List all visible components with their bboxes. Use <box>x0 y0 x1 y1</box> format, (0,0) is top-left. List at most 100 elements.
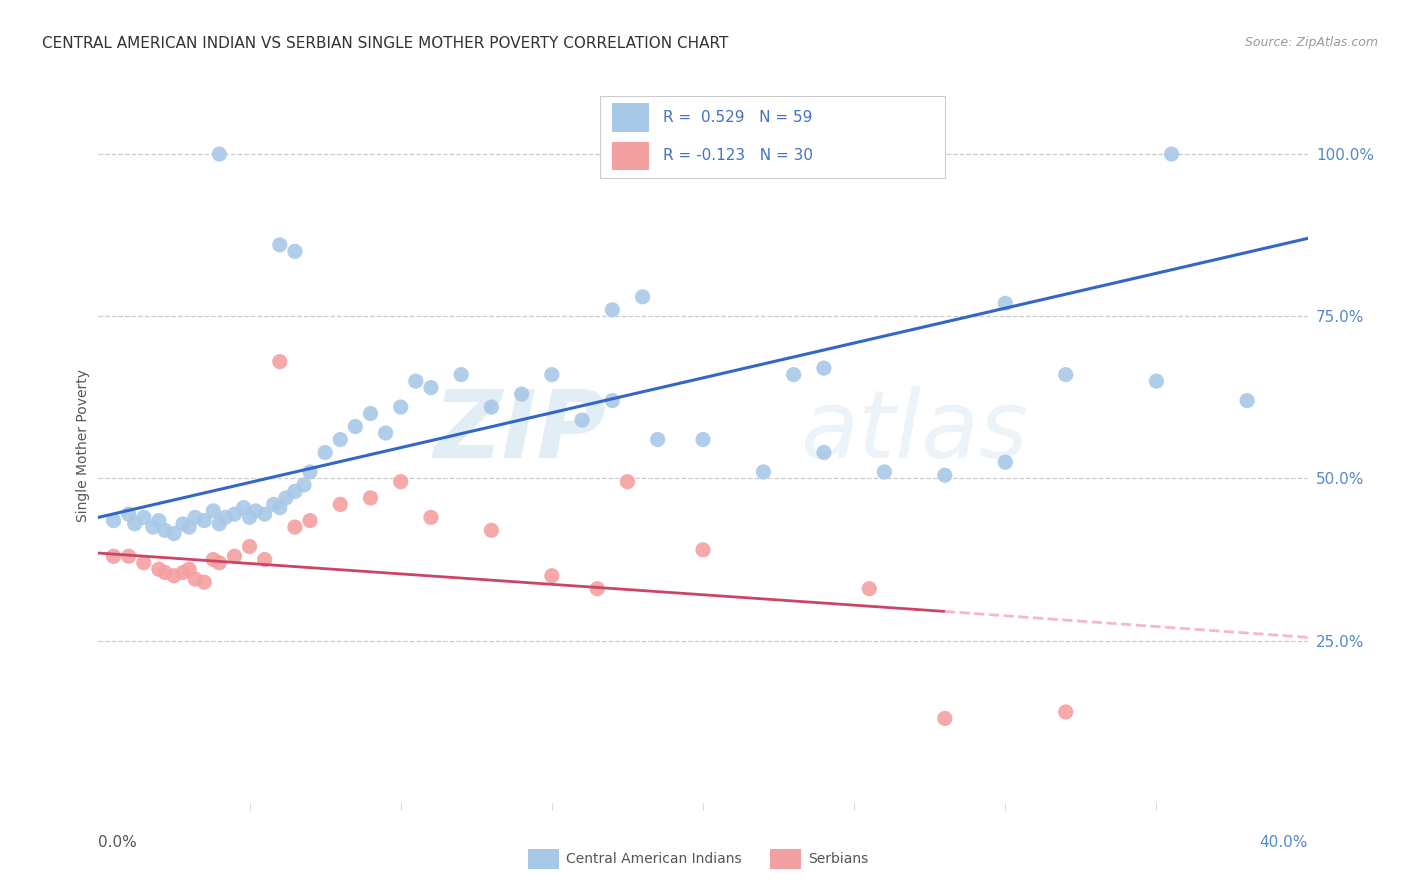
Point <box>153 566 176 580</box>
Point <box>1054 705 1077 719</box>
Point <box>269 500 291 515</box>
Text: atlas: atlas <box>800 386 1028 477</box>
Point <box>360 407 382 421</box>
Point <box>245 504 267 518</box>
FancyBboxPatch shape <box>613 103 648 132</box>
Point <box>540 368 562 382</box>
Point <box>224 549 246 564</box>
Point <box>813 361 835 376</box>
FancyBboxPatch shape <box>769 849 801 869</box>
Point <box>813 445 835 459</box>
Point <box>118 507 141 521</box>
Point <box>269 238 291 252</box>
Point <box>118 549 141 564</box>
Point <box>184 572 207 586</box>
Point <box>752 465 775 479</box>
Text: ZIP: ZIP <box>433 385 606 478</box>
Point <box>299 514 322 528</box>
Point <box>253 552 276 566</box>
Point <box>405 374 427 388</box>
Point <box>994 455 1017 469</box>
Point <box>179 562 201 576</box>
Point <box>124 516 146 531</box>
Point <box>193 575 215 590</box>
Point <box>103 514 125 528</box>
Point <box>389 475 412 489</box>
Point <box>232 500 254 515</box>
Point <box>163 568 186 582</box>
Point <box>616 475 638 489</box>
Point <box>202 552 225 566</box>
Point <box>329 497 352 511</box>
Point <box>1054 368 1077 382</box>
Point <box>647 433 669 447</box>
Point <box>148 562 170 576</box>
Point <box>420 510 443 524</box>
Point <box>1236 393 1258 408</box>
Point <box>224 507 246 521</box>
Text: 40.0%: 40.0% <box>1260 835 1308 850</box>
Text: R = -0.123   N = 30: R = -0.123 N = 30 <box>664 148 813 163</box>
Point <box>214 510 236 524</box>
Point <box>208 516 231 531</box>
Point <box>481 400 503 414</box>
Text: Source: ZipAtlas.com: Source: ZipAtlas.com <box>1244 36 1378 49</box>
Point <box>994 296 1017 310</box>
Point <box>586 582 609 596</box>
Point <box>299 465 322 479</box>
Point <box>172 566 194 580</box>
Text: Central American Indians: Central American Indians <box>567 852 742 866</box>
Point <box>269 354 291 368</box>
Point <box>103 549 125 564</box>
Point <box>934 468 956 483</box>
Point <box>284 244 307 259</box>
Point <box>450 368 472 382</box>
Point <box>263 497 285 511</box>
Point <box>481 524 503 538</box>
Point <box>163 526 186 541</box>
Point <box>314 445 336 459</box>
Point <box>208 556 231 570</box>
FancyBboxPatch shape <box>613 142 648 170</box>
Point <box>602 393 624 408</box>
Point <box>1144 374 1167 388</box>
Point <box>1160 147 1182 161</box>
Point <box>153 524 176 538</box>
Point <box>172 516 194 531</box>
Point <box>239 540 262 554</box>
Point <box>389 400 412 414</box>
Point <box>692 433 714 447</box>
Y-axis label: Single Mother Poverty: Single Mother Poverty <box>76 369 90 523</box>
Point <box>602 302 624 317</box>
Point <box>873 465 896 479</box>
Point <box>253 507 276 521</box>
FancyBboxPatch shape <box>527 849 560 869</box>
Point <box>202 504 225 518</box>
Text: CENTRAL AMERICAN INDIAN VS SERBIAN SINGLE MOTHER POVERTY CORRELATION CHART: CENTRAL AMERICAN INDIAN VS SERBIAN SINGL… <box>42 36 728 51</box>
Point <box>783 368 806 382</box>
Point <box>132 556 155 570</box>
Text: R =  0.529   N = 59: R = 0.529 N = 59 <box>664 110 813 125</box>
Point <box>420 381 443 395</box>
Point <box>374 425 396 440</box>
Point <box>284 484 307 499</box>
Point <box>329 433 352 447</box>
Point <box>631 290 654 304</box>
FancyBboxPatch shape <box>600 96 945 178</box>
Text: Serbians: Serbians <box>808 852 869 866</box>
Point <box>274 491 297 505</box>
Point <box>540 568 562 582</box>
Point <box>934 711 956 725</box>
Point <box>208 147 231 161</box>
Point <box>148 514 170 528</box>
Text: 0.0%: 0.0% <box>98 835 138 850</box>
Point <box>292 478 315 492</box>
Point <box>510 387 533 401</box>
Point <box>142 520 165 534</box>
Point <box>858 582 880 596</box>
Point <box>179 520 201 534</box>
Point <box>132 510 155 524</box>
Point <box>571 413 593 427</box>
Point <box>344 419 367 434</box>
Point <box>184 510 207 524</box>
